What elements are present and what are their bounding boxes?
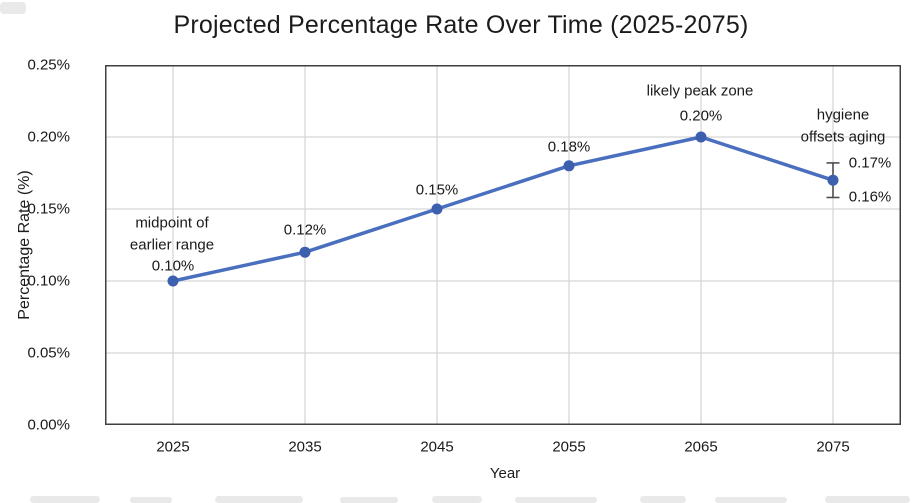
y-tick-label: 0.10% [27, 272, 70, 290]
photo-artifact [640, 496, 686, 503]
x-tick-label: 2075 [816, 438, 850, 456]
data-point-marker [167, 275, 179, 287]
y-tick-label: 0.15% [27, 200, 70, 218]
x-tick-label: 2065 [684, 438, 718, 456]
photo-artifact [30, 496, 100, 503]
y-tick-label: 0.00% [27, 416, 70, 434]
x-tick-label: 2055 [552, 438, 586, 456]
chart-title: Projected Percentage Rate Over Time (202… [173, 11, 749, 39]
photo-artifact [825, 496, 910, 503]
y-tick-label: 0.20% [27, 128, 70, 146]
photo-artifact [215, 496, 303, 503]
photo-artifact [130, 497, 172, 503]
x-tick-label: 2035 [288, 438, 322, 456]
y-tick-label: 0.25% [27, 56, 70, 74]
series-line [171, 135, 835, 283]
plot-area [105, 65, 901, 425]
x-axis-title: Year [489, 465, 521, 482]
data-point-marker [431, 203, 443, 215]
y-tick-label: 0.05% [27, 344, 70, 362]
data-point-marker [827, 174, 839, 186]
x-tick-label: 2025 [156, 438, 190, 456]
data-point-marker [695, 131, 707, 143]
x-tick-label: 2045 [420, 438, 454, 456]
photo-artifact [432, 496, 482, 503]
photo-artifact [715, 497, 787, 503]
photo-artifact [0, 2, 26, 14]
data-point-marker [563, 160, 575, 172]
plot-border [105, 65, 901, 425]
photo-artifact [340, 497, 398, 503]
photo-artifact [515, 497, 597, 503]
y-axis-title: Percentage Rate (%) [16, 170, 33, 320]
data-point-marker [299, 246, 311, 258]
